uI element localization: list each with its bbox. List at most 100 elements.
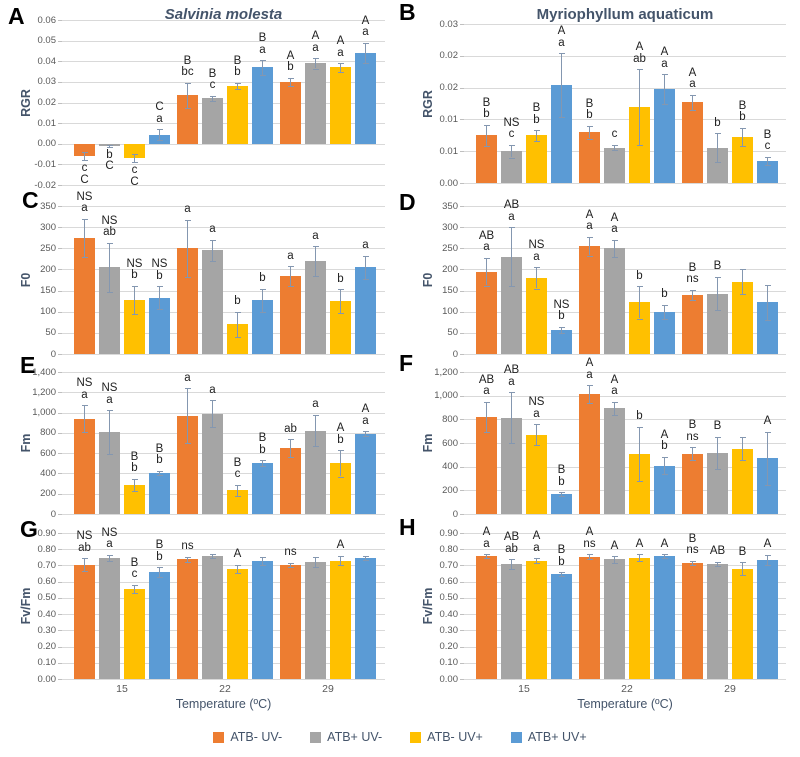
y-tick-label: 600 — [442, 437, 458, 449]
y-tick-mark — [460, 227, 464, 229]
y-tick-mark — [460, 55, 464, 57]
bar-significance-label: a — [287, 249, 294, 262]
bar-significance-label: AB — [709, 545, 726, 558]
error-bar — [290, 562, 291, 567]
gridline — [464, 183, 786, 184]
bar — [202, 556, 223, 679]
gridline — [464, 565, 786, 567]
bar — [149, 297, 170, 354]
y-tick-label: 0.10 — [439, 657, 459, 669]
bar — [526, 277, 547, 354]
error-bar-cap — [234, 311, 241, 313]
error-bar-cap — [508, 392, 515, 394]
error-bar-cap — [209, 400, 216, 402]
error-bar-cap — [689, 460, 696, 462]
gridline — [464, 227, 786, 229]
error-bar-cap — [184, 82, 191, 84]
error-bar-cap — [586, 255, 593, 257]
y-tick-mark — [58, 102, 62, 104]
y-tick-label: 0.00 — [37, 673, 57, 685]
y-tick-mark — [58, 372, 62, 373]
error-bar — [237, 82, 238, 90]
bar-significance-label: B c — [130, 556, 139, 581]
error-bar — [511, 392, 512, 443]
error-bar — [237, 564, 238, 573]
error-bar-cap — [483, 432, 490, 434]
error-bar — [511, 144, 512, 158]
y-tick-mark — [58, 290, 62, 292]
error-bar-cap — [287, 457, 294, 459]
bar-significance-label: b — [714, 116, 721, 129]
error-bar-cap — [81, 558, 88, 560]
y-tick-label: 0.06 — [37, 14, 57, 26]
y-tick-label: 0.80 — [37, 543, 57, 555]
bar-significance-label: AB a — [478, 229, 495, 254]
error-bar-cap — [234, 495, 241, 497]
error-bar-cap — [234, 89, 241, 91]
error-bar-cap — [156, 474, 163, 476]
bar — [604, 408, 625, 514]
error-bar-cap — [259, 556, 266, 558]
gridline — [464, 662, 786, 664]
y-tick-mark — [460, 662, 464, 664]
error-bar — [84, 218, 85, 257]
gridline — [464, 419, 786, 421]
bar-significance-label: A a — [311, 30, 320, 54]
bar — [305, 430, 326, 514]
bar — [551, 493, 572, 514]
y-tick-label: 150 — [442, 285, 458, 297]
error-bar-cap — [636, 560, 643, 562]
error-bar — [237, 311, 238, 338]
error-bar-cap — [533, 267, 540, 269]
y-tick-mark — [460, 581, 464, 583]
bar-significance-label: B c — [763, 128, 772, 152]
bar — [330, 560, 351, 679]
error-bar-cap — [184, 388, 191, 390]
bar-significance-label: A b — [336, 422, 345, 446]
bar-significance-label: NS a — [76, 190, 93, 215]
bar-significance-label: AB a — [503, 199, 520, 223]
bar-significance-label: B a — [258, 32, 267, 56]
bar — [501, 563, 522, 679]
error-bar-cap — [312, 414, 319, 416]
gridline — [464, 332, 786, 334]
bar-significance-label: A — [763, 415, 772, 427]
error-bar — [159, 567, 160, 577]
error-bar-cap — [508, 568, 515, 570]
error-bar — [767, 284, 768, 321]
gridline — [464, 614, 786, 616]
y-tick-mark — [460, 354, 464, 355]
bar — [124, 299, 145, 354]
error-bar — [290, 266, 291, 286]
bar-significance-label: A a — [585, 208, 594, 233]
error-bar-cap — [739, 145, 746, 147]
error-bar — [614, 239, 615, 257]
y-tick-mark — [460, 614, 464, 616]
gridline — [62, 102, 385, 104]
error-bar-cap — [508, 559, 515, 560]
bar-significance-label: A ns — [583, 526, 596, 550]
bar-significance-label: b — [234, 295, 241, 308]
error-bar — [639, 554, 640, 561]
bar-significance-label: AB a — [503, 364, 520, 388]
y-axis-title: Fm — [18, 433, 33, 453]
error-bar — [290, 439, 291, 458]
panel-letter-A: A — [8, 3, 25, 29]
error-bar — [365, 556, 366, 561]
y-tick-mark — [460, 151, 464, 153]
error-bar-cap — [714, 133, 721, 135]
bar-significance-label: AB ab — [503, 531, 520, 555]
error-bar-cap — [184, 277, 191, 278]
y-tick-mark — [58, 311, 62, 313]
error-bar-cap — [259, 311, 266, 313]
bar-significance-label: A — [233, 548, 242, 561]
y-tick-label: 400 — [40, 467, 56, 479]
bar — [177, 559, 198, 679]
y-tick-label: 0.20 — [37, 641, 57, 653]
gridline — [62, 61, 385, 63]
gridline — [464, 630, 786, 632]
bar-significance-label: B b — [585, 97, 594, 122]
error-bar — [315, 58, 316, 69]
error-bar-cap — [558, 333, 565, 335]
